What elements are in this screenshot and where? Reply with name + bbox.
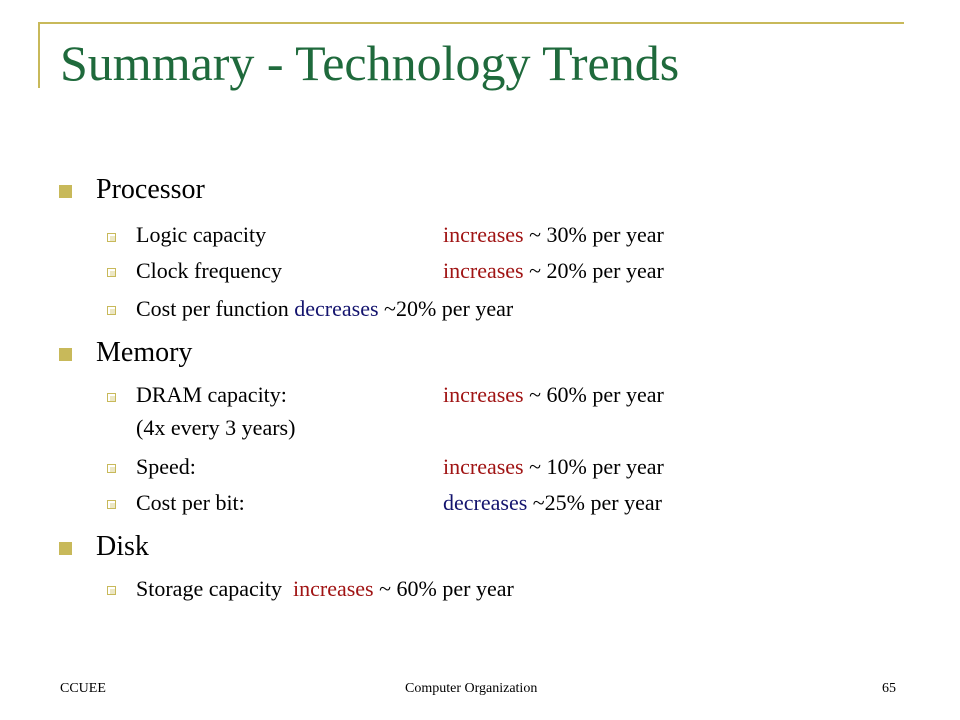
item-trend: decreases ~25% per year <box>443 492 662 514</box>
slide-frame-top-rule <box>38 22 904 24</box>
square-bullet-icon <box>107 500 116 509</box>
item-trend: increases ~ 60% per year <box>443 384 664 406</box>
item-line: Storage capacity increases ~ 60% per yea… <box>136 578 514 600</box>
trend-rate: ~ 20% per year <box>523 258 664 283</box>
trend-word: increases <box>443 222 524 247</box>
square-bullet-icon <box>107 464 116 473</box>
trend-word: increases <box>443 454 524 479</box>
item-name: DRAM capacity: <box>136 382 287 407</box>
section-heading-memory: Memory <box>96 337 193 368</box>
square-bullet-icon <box>59 542 72 555</box>
item-line: Cost per function decreases ~20% per yea… <box>136 298 513 320</box>
trend-rate: ~ 10% per year <box>523 454 664 479</box>
square-bullet-icon <box>107 233 116 242</box>
trend-word: increases <box>293 576 374 601</box>
trend-rate: ~20% per year <box>378 296 514 321</box>
square-bullet-icon <box>59 185 72 198</box>
item-name: Speed: <box>136 454 196 479</box>
square-bullet-icon <box>107 586 116 595</box>
section-heading-disk: Disk <box>96 531 149 562</box>
footer-course: Computer Organization <box>405 681 538 696</box>
item-trend: increases ~ 10% per year <box>443 456 664 478</box>
item-name: Clock frequency <box>136 258 282 283</box>
slide-frame-left-rule <box>38 22 40 88</box>
square-bullet-icon <box>107 268 116 277</box>
square-bullet-icon <box>107 393 116 402</box>
trend-rate: ~ 30% per year <box>523 222 664 247</box>
item-trend: increases ~ 30% per year <box>443 224 664 246</box>
trend-rate: ~ 60% per year <box>373 576 514 601</box>
square-bullet-icon <box>107 306 116 315</box>
item-name: Storage capacity <box>136 576 282 601</box>
trend-word: decreases <box>294 296 379 321</box>
square-bullet-icon <box>59 348 72 361</box>
item-name: Cost per bit: <box>136 490 245 515</box>
item-note: (4x every 3 years) <box>136 415 296 440</box>
trend-rate: ~25% per year <box>527 490 662 515</box>
footer-org: CCUEE <box>60 681 106 696</box>
trend-word: increases <box>443 382 524 407</box>
section-heading-processor: Processor <box>96 174 205 205</box>
slide-title: Summary - Technology Trends <box>60 35 680 91</box>
trend-word: increases <box>443 258 524 283</box>
trend-rate: ~ 60% per year <box>523 382 664 407</box>
item-name: Cost per function <box>136 296 289 321</box>
footer-page-number: 65 <box>882 681 896 696</box>
item-trend: increases ~ 20% per year <box>443 260 664 282</box>
item-name: Logic capacity <box>136 222 267 247</box>
trend-word: decreases <box>443 490 528 515</box>
